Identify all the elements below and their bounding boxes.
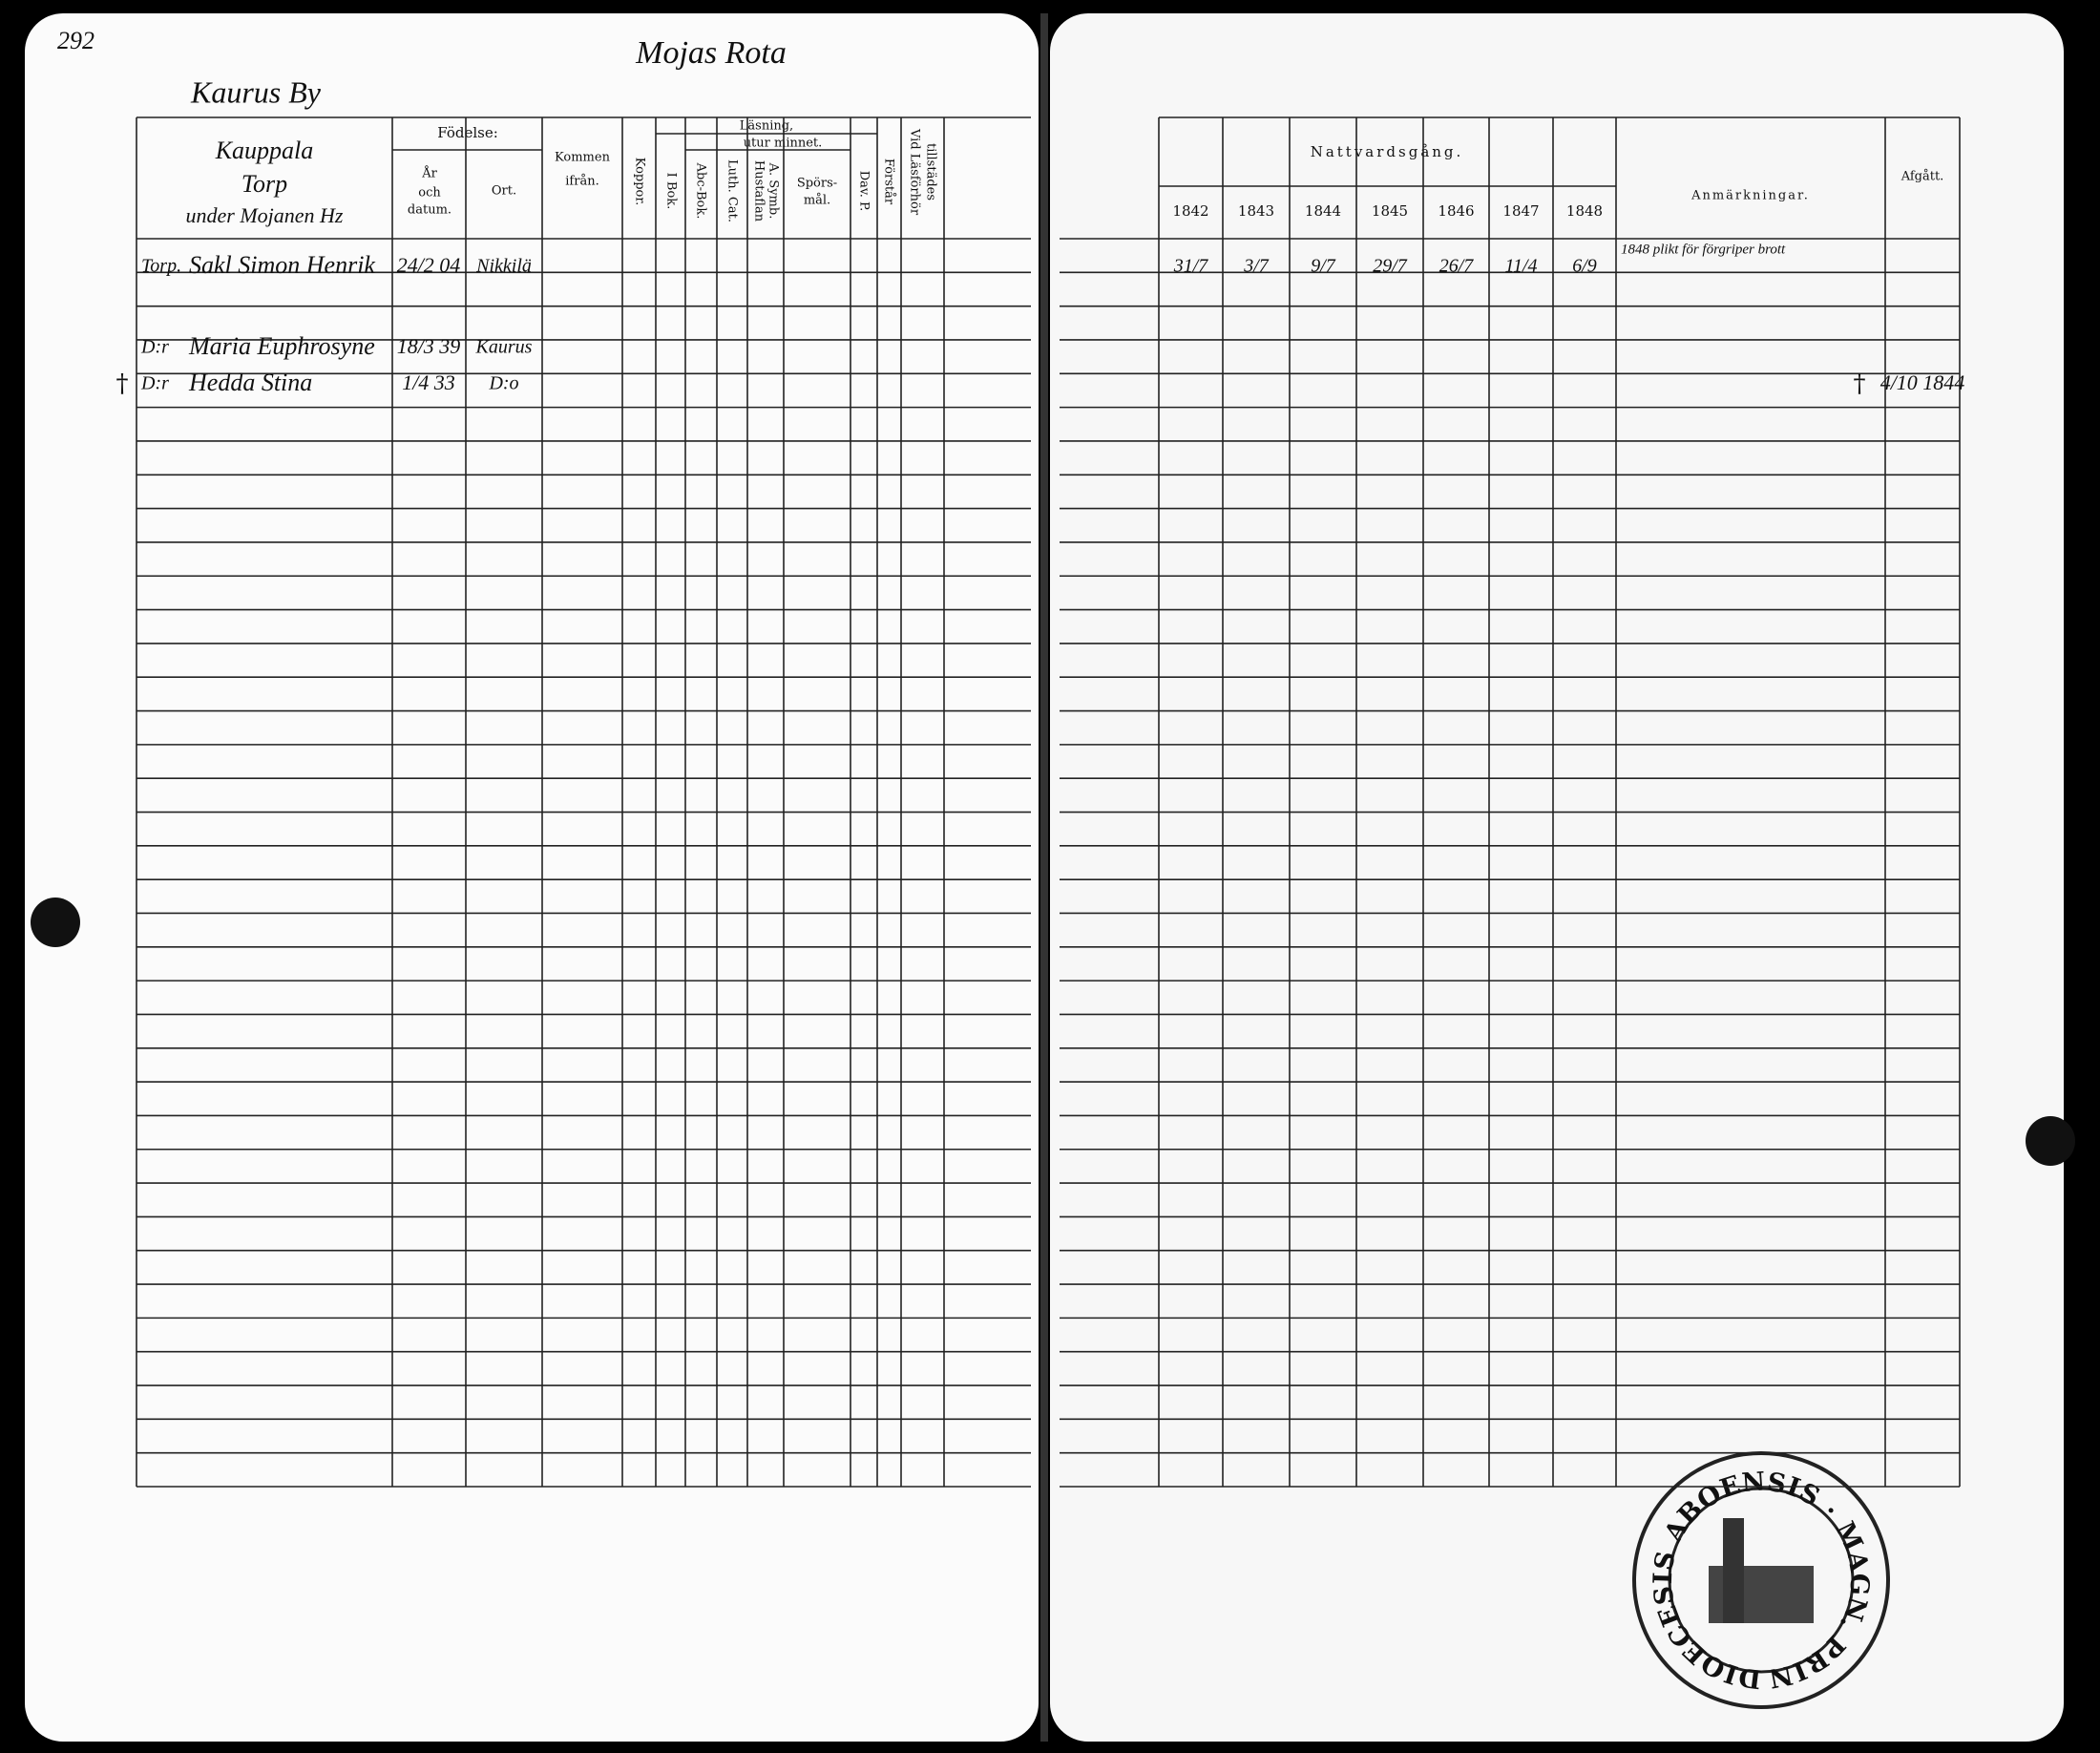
- header: Dav. P.: [857, 171, 872, 212]
- left-page: [25, 13, 1039, 1742]
- header: Ort.: [492, 184, 516, 199]
- header: Hustaflan: [752, 160, 766, 222]
- header: Afgått.: [1900, 169, 1944, 184]
- communion-date: 11/4: [1504, 256, 1537, 277]
- person-name: Maria Euphrosyne: [188, 332, 375, 360]
- person-name: Hedda Stina: [188, 369, 312, 396]
- communion-date: 6/9: [1572, 256, 1597, 277]
- year-header: 1845: [1372, 202, 1408, 220]
- header: Födelse:: [437, 124, 498, 141]
- communion-date: 26/7: [1439, 256, 1475, 277]
- hole: [2026, 1116, 2075, 1166]
- header: A. Symb.: [766, 162, 781, 220]
- header: Koppor.: [633, 158, 647, 206]
- header: Kommen: [555, 151, 611, 165]
- communion-date: 3/7: [1243, 256, 1270, 277]
- year-header: 1846: [1438, 202, 1474, 220]
- household: under Mojanen Hz: [186, 203, 344, 227]
- hole: [31, 898, 80, 947]
- year-header: 1842: [1172, 202, 1208, 220]
- communion-date: 9/7: [1311, 256, 1336, 277]
- stamp-tower: [1723, 1518, 1744, 1623]
- header: Spörs-: [797, 177, 837, 191]
- page-number: 292: [57, 27, 94, 54]
- communion-date: 29/7: [1373, 256, 1408, 277]
- household: Kauppala: [215, 137, 314, 164]
- header: Nattvardsgång.: [1311, 143, 1464, 160]
- household: Torp: [242, 170, 287, 198]
- header: I Bok.: [664, 173, 679, 210]
- header: mål.: [804, 193, 830, 208]
- year-header: 1848: [1566, 202, 1603, 220]
- birth-date: 18/3 39: [397, 334, 461, 358]
- departed-date: 4/10 1844: [1880, 370, 1965, 394]
- remark: 1848 plikt för förgriper brott: [1621, 242, 1786, 257]
- header: ifrån.: [565, 174, 598, 189]
- header: Anmärkningar.: [1690, 189, 1810, 203]
- village: Kaurus By: [190, 74, 322, 109]
- header: Luth. Cat.: [725, 159, 740, 222]
- header: Läsning,: [740, 119, 793, 134]
- person-name: Sakl Simon Henrik: [189, 251, 375, 279]
- birth-date: 1/4 33: [402, 370, 455, 394]
- year-header: 1844: [1305, 202, 1341, 220]
- row-prefix: D:r: [140, 337, 169, 358]
- birth-date: 24/2 04: [397, 253, 461, 277]
- year-header: 1843: [1238, 202, 1274, 220]
- title: Mojas Rota: [635, 35, 787, 71]
- birth-place: Nikkilä: [475, 256, 532, 277]
- communion-date: 31/7: [1173, 256, 1209, 277]
- header: Vid Läsförhör: [908, 128, 922, 216]
- year-header: 1847: [1502, 202, 1539, 220]
- header: tillstädes: [924, 143, 938, 201]
- row-prefix: D:r: [140, 373, 169, 394]
- row-prefix: Torp.: [141, 256, 181, 277]
- header: Förstår: [882, 158, 897, 205]
- header: År: [421, 166, 437, 181]
- stamp-ring: [1668, 1487, 1855, 1674]
- birth-place: D:o: [488, 373, 518, 394]
- birth-place: Kaurus: [475, 337, 533, 358]
- header: datum.: [408, 203, 452, 218]
- right-page: [1050, 13, 2064, 1742]
- header: och: [418, 186, 441, 201]
- death-mark: †: [1854, 370, 1866, 398]
- header: utur minnet.: [744, 137, 823, 151]
- death-mark: †: [116, 370, 129, 398]
- header: Abc-Bok.: [694, 162, 708, 220]
